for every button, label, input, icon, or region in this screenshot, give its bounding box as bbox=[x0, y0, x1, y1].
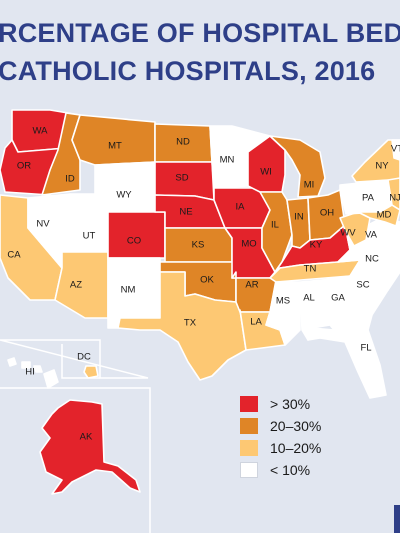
legend-swatch-20to30 bbox=[240, 418, 258, 434]
inset-frame-alaska bbox=[0, 387, 151, 533]
state-fl bbox=[307, 327, 387, 399]
label-oh: OH bbox=[320, 208, 334, 219]
legend-label-over30: > 30% bbox=[270, 396, 311, 412]
hawaii-island-2 bbox=[21, 361, 31, 369]
label-il: IL bbox=[271, 220, 279, 231]
label-mo: MO bbox=[241, 239, 256, 250]
label-or: OR bbox=[17, 161, 31, 172]
label-sc: SC bbox=[356, 280, 369, 291]
label-mn: MN bbox=[220, 155, 235, 166]
label-wi: WI bbox=[260, 167, 272, 178]
hawaii-island-3 bbox=[33, 365, 43, 373]
label-id: ID bbox=[65, 174, 75, 185]
label-fl: FL bbox=[360, 343, 371, 354]
legend-label-10to20: 10–20% bbox=[270, 440, 322, 456]
label-vt: VT bbox=[391, 144, 400, 155]
label-ca: CA bbox=[7, 250, 21, 261]
label-hi: HI bbox=[25, 367, 35, 378]
title-line-1: RCENTAGE OF HOSPITAL BEDS bbox=[0, 18, 400, 48]
label-tn: TN bbox=[304, 264, 317, 275]
label-tx: TX bbox=[184, 318, 197, 329]
label-ne: NE bbox=[179, 207, 192, 218]
legend-label-under10: < 10% bbox=[270, 462, 311, 478]
label-ky: KY bbox=[310, 240, 323, 251]
state-md bbox=[357, 204, 400, 227]
title-line-2: CATHOLIC HOSPITALS, 2016 bbox=[0, 56, 376, 86]
state-nj bbox=[387, 177, 400, 211]
label-ok: OK bbox=[200, 275, 214, 286]
state-wy bbox=[94, 161, 156, 213]
label-la: LA bbox=[250, 317, 262, 328]
label-ak: AK bbox=[80, 432, 93, 443]
label-co: CO bbox=[127, 236, 141, 247]
label-ar: AR bbox=[245, 280, 258, 291]
label-md: MD bbox=[377, 210, 392, 221]
label-in: IN bbox=[294, 212, 304, 223]
state-ak bbox=[39, 399, 141, 495]
label-az: AZ bbox=[70, 280, 82, 291]
label-pa: PA bbox=[362, 193, 375, 204]
label-ut: UT bbox=[83, 231, 96, 242]
hawaii-island-4 bbox=[43, 369, 59, 389]
label-al: AL bbox=[303, 293, 315, 304]
label-va: VA bbox=[365, 230, 378, 241]
state-vt bbox=[391, 139, 400, 161]
label-ks: KS bbox=[192, 240, 205, 251]
label-nd: ND bbox=[176, 137, 190, 148]
label-mi: MI bbox=[304, 180, 315, 191]
label-wa: WA bbox=[33, 126, 49, 137]
label-mt: MT bbox=[108, 141, 122, 152]
label-ia: IA bbox=[236, 202, 246, 213]
label-sd: SD bbox=[175, 173, 188, 184]
label-nj: NJ bbox=[389, 193, 400, 204]
inset-frame-hawaii bbox=[0, 339, 149, 379]
legend-swatch-under10 bbox=[240, 462, 258, 478]
legend-swatch-over30 bbox=[240, 396, 258, 412]
label-ny: NY bbox=[375, 161, 389, 172]
legend-swatch-10to20 bbox=[240, 440, 258, 456]
corner-accent bbox=[394, 505, 400, 533]
state-ny bbox=[351, 139, 400, 206]
label-wy: WY bbox=[116, 190, 132, 201]
state-dc bbox=[83, 365, 99, 379]
label-ms: MS bbox=[276, 296, 290, 307]
legend-label-20to30: 20–30% bbox=[270, 418, 322, 434]
label-dc: DC bbox=[77, 352, 91, 363]
label-nc: NC bbox=[365, 254, 379, 265]
state-mi bbox=[269, 135, 326, 198]
label-wv: WV bbox=[340, 228, 356, 239]
label-nm: NM bbox=[121, 285, 136, 296]
label-nv: NV bbox=[36, 219, 50, 230]
label-ga: GA bbox=[331, 293, 345, 304]
state-tx bbox=[117, 271, 247, 381]
state-hi bbox=[7, 357, 17, 367]
